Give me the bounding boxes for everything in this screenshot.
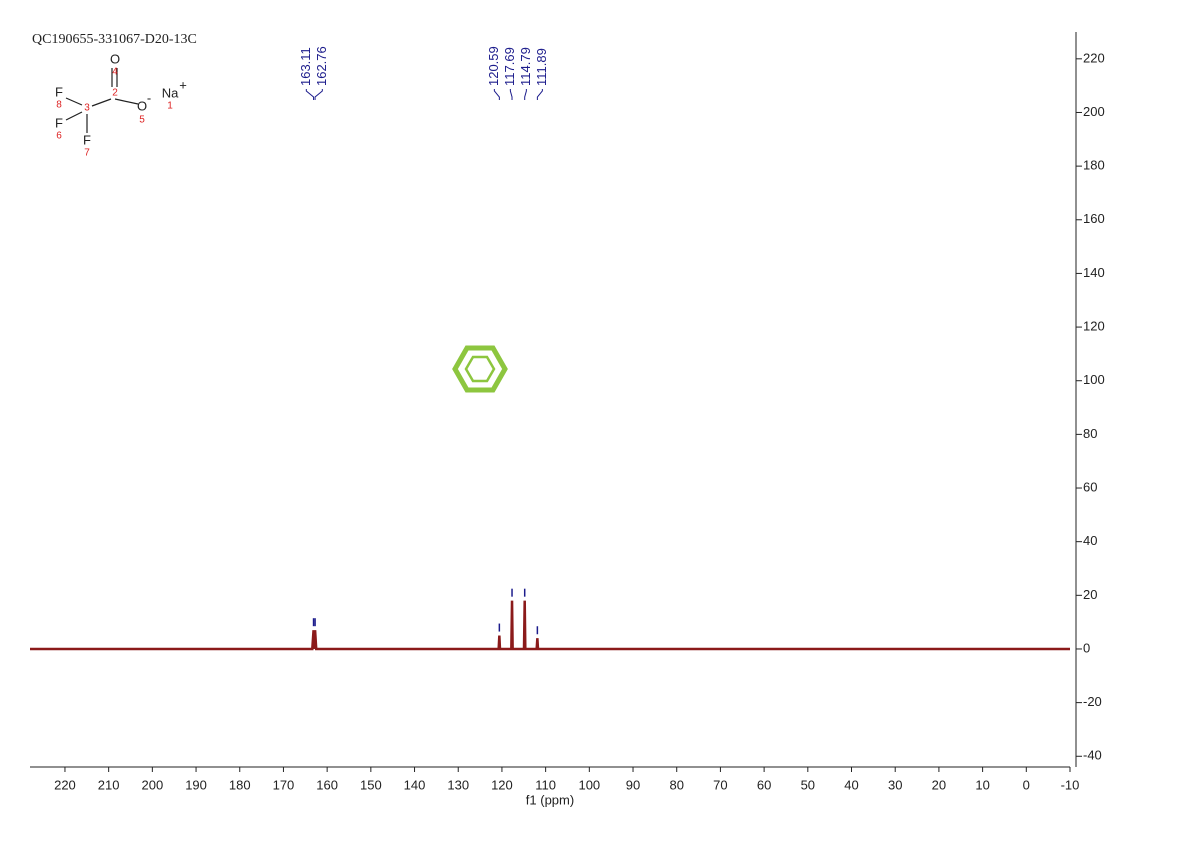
peak-label: 117.69 [502,47,517,86]
y-tick-label: 180 [1083,158,1105,173]
x-tick-label: 160 [316,777,338,792]
atom-label: F [55,115,63,130]
x-tick-label: 220 [54,777,76,792]
atom-number: 2 [112,88,118,99]
x-tick-label: 80 [669,777,683,792]
atom-number: 8 [56,100,62,111]
atom-number: 4 [112,67,118,78]
x-tick-label: 60 [757,777,771,792]
x-tick-label: 150 [360,777,382,792]
x-tick-label: -10 [1061,777,1080,792]
y-tick-label: 0 [1083,640,1090,655]
x-tick-label: 10 [975,777,989,792]
peak-label: 163.11 [298,47,313,86]
x-tick-label: 0 [1023,777,1030,792]
chart-title: QC190655-331067-D20-13C [32,32,197,47]
peak-label: 114.79 [518,47,533,86]
peak-connector [536,89,543,100]
peak-label: 111.89 [534,48,549,86]
peak-label: 120.59 [486,46,501,86]
x-tick-label: 180 [229,777,251,792]
x-tick-label: 130 [447,777,469,792]
y-tick-label: -20 [1083,694,1102,709]
y-tick-label: 200 [1083,104,1105,119]
x-axis-label: f1 (ppm) [526,792,574,807]
atom-number: 1 [167,101,173,112]
atom-label: F [83,132,91,147]
atom-label: Na [162,85,179,100]
x-tick-label: 110 [535,777,556,792]
atom-label: O [110,51,120,66]
x-tick-label: 190 [185,777,207,792]
peak-connector [305,89,315,100]
x-tick-label: 30 [888,777,902,792]
watermark-logo-icon [452,345,508,393]
peak-connector [314,89,323,100]
x-tick-label: 210 [98,777,120,792]
x-tick-label: 20 [932,777,946,792]
y-tick-label: 220 [1083,50,1105,65]
y-tick-label: -40 [1083,748,1102,763]
spectrum-line [30,600,1070,651]
y-tick-label: 60 [1083,479,1097,494]
x-tick-label: 90 [626,777,640,792]
peak-connector [493,89,500,100]
x-tick-label: 200 [142,777,164,792]
y-tick-label: 160 [1083,211,1105,226]
x-tick-label: 120 [491,777,513,792]
y-tick-label: 80 [1083,426,1097,441]
atom-number: 6 [56,131,62,142]
y-tick-label: 20 [1083,587,1097,602]
x-tick-label: 70 [713,777,727,792]
y-tick-label: 100 [1083,372,1105,387]
atom-label: - [147,90,151,105]
x-tick-label: 140 [404,777,426,792]
x-tick-label: 100 [578,777,600,792]
atom-number: 3 [84,103,90,114]
y-tick-label: 140 [1083,265,1105,280]
x-tick-label: 40 [844,777,858,792]
x-tick-label: 170 [273,777,295,792]
peak-connector [524,89,527,100]
atom-number: 5 [139,115,145,126]
y-tick-label: 40 [1083,533,1097,548]
y-tick-label: 120 [1083,319,1105,334]
atom-number: 7 [84,148,90,159]
x-tick-label: 50 [801,777,815,792]
atom-label: + [179,77,187,92]
peak-label: 162.76 [314,46,329,86]
structure-bonds [65,68,139,133]
peak-connector [509,89,513,100]
atom-label: O [137,98,147,113]
atom-label: F [55,84,63,99]
